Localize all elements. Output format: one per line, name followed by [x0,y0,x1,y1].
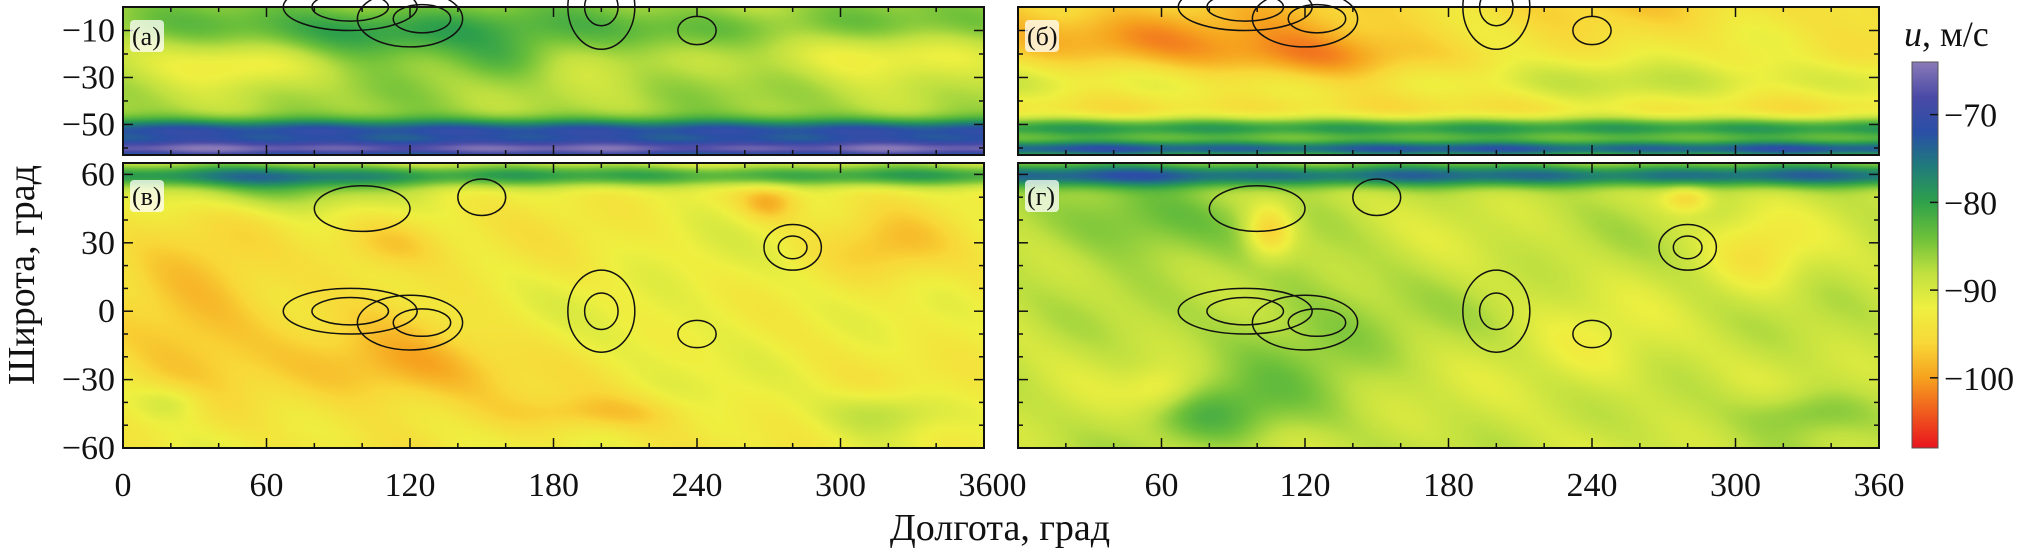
panel-tag-bg-b [1025,20,1059,52]
y-axis-title: Широта, град [1,165,43,385]
ticks-a [122,6,985,155]
heatmap-a [123,7,984,155]
y-tick-label: 60 [81,156,115,193]
x-tick-label: 360 [959,467,1010,504]
colorbar-tick-label: −90 [1944,273,1997,310]
panel-tag-bg-c [130,180,164,212]
y-tick-label: −60 [62,430,115,467]
topo-contours-c [282,178,823,353]
ticks-d [1017,163,1880,449]
panel-d: (г) [1017,162,1880,449]
x-tick-label: 180 [1423,467,1474,504]
contour-ring [356,294,464,351]
x-tick-label: 60 [250,467,284,504]
contour-ring [1572,319,1612,349]
contour-ring [392,3,452,34]
panel-tag-a: (а) [132,22,161,51]
contour-ring [1287,3,1347,34]
y-tick-label: −50 [62,106,115,143]
colorbar-ticks: −70 −80 −90 −100 [1930,98,2014,398]
contour-ring [392,308,452,338]
x-tick-label: 240 [672,467,723,504]
contour-ring [313,185,411,233]
x-tick-label: 180 [528,467,579,504]
topo-contours-d [1177,178,1718,353]
contour-ring [1672,235,1703,260]
contour-ring [583,292,619,331]
colorbar-tick-label: −80 [1944,185,1997,222]
panel-c: (в) [122,162,985,449]
heatmap-b [1018,7,1879,155]
contour-ring [356,0,464,48]
ticks-c [122,163,985,449]
heatmap-d [1018,163,1879,448]
contour-ring [777,235,808,260]
x-tick-labels: 0 60 120 180 240 300 360 0 60 120 180 240 300 360 [115,467,1905,504]
x-tick-label: 300 [1710,467,1761,504]
colorbar-title-var: u [1904,14,1922,54]
x-tick-label: 120 [385,467,436,504]
colorbar-tick-label: −100 [1944,361,2014,398]
colorbar-title-unit: , м/с [1922,14,1989,54]
contour-ring [311,296,390,326]
contour-ring [677,319,717,349]
y-tick-label: −30 [62,362,115,399]
colorbar-gradient [1911,61,1939,449]
panel-tag-bg-d [1025,180,1059,212]
x-tick-label: 240 [1567,467,1618,504]
contour-ring [1208,185,1306,233]
panel-tag-c: (в) [132,182,162,211]
contour-ring [1177,287,1313,335]
contour-ring [1251,0,1359,48]
panel-tag-b: (б) [1027,22,1058,51]
colorbar-title: u, м/с [1904,14,1989,54]
contour-ring [1462,269,1531,353]
y-tick-label: 30 [81,225,115,262]
contour-ring [1287,308,1347,338]
contour-ring [763,223,823,271]
y-tick-label: −30 [62,59,115,96]
panel-b: (б) [1017,0,1880,156]
x-axis-title: Долгота, град [890,507,1110,549]
panel-tag-d: (г) [1027,182,1055,211]
y-tick-label: −10 [62,12,115,49]
y-tick-labels: −10 −30 −50 60 30 0 −30 −60 [62,12,115,467]
heatmap-c [123,163,984,448]
x-tick-label: 360 [1854,467,1905,504]
x-tick-label: 0 [115,467,132,504]
x-tick-label: 0 [1010,467,1027,504]
contour-ring [1478,292,1514,331]
ticks-b [1017,6,1880,155]
contour-ring [1658,223,1718,271]
x-tick-label: 60 [1145,467,1179,504]
colorbar-tick-label: −70 [1944,98,1997,135]
panel-a: (а) [122,0,985,156]
contour-ring [1352,178,1402,217]
contour-ring [1251,294,1359,351]
contour-ring [567,269,636,353]
x-tick-label: 300 [815,467,866,504]
contour-ring [282,287,418,335]
x-tick-label: 120 [1280,467,1331,504]
contour-ring [457,178,507,217]
contour-ring [1206,296,1285,326]
panel-tag-bg-a [130,20,164,52]
colorbar: −70 −80 −90 −100 u, м/с [1904,14,2014,449]
y-tick-label: 0 [98,293,115,330]
